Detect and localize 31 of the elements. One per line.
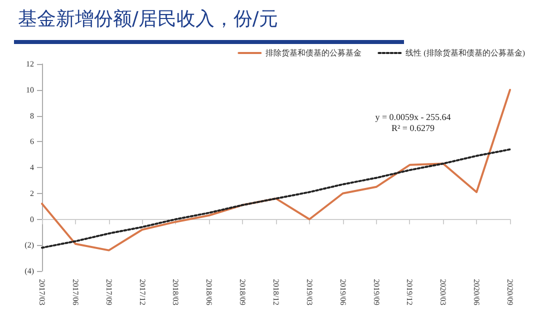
x-tick-label: 2019/12 bbox=[405, 279, 414, 306]
x-tick-label: 2020/09 bbox=[506, 279, 514, 306]
y-tick-label: 12 bbox=[26, 60, 34, 68]
x-tick-label: 2017/06 bbox=[70, 279, 80, 306]
y-tick-label: (4) bbox=[24, 266, 34, 276]
annotation: R² = 0.6279 bbox=[390, 123, 436, 133]
y-tick-label: 8 bbox=[30, 111, 34, 120]
x-tick-label: 2018/09 bbox=[238, 279, 248, 306]
x-tick-label: 2018/12 bbox=[272, 279, 280, 306]
y-tick-label: 10 bbox=[26, 85, 34, 94]
y-tick-label: 6 bbox=[30, 137, 34, 146]
x-tick-label: 2019/09 bbox=[372, 279, 381, 306]
x-tick-label: 2017/03 bbox=[38, 279, 46, 306]
x-tick-label: 2018/03 bbox=[171, 279, 180, 306]
x-tick-label: 2020/06 bbox=[472, 279, 482, 306]
x-tick-label: 2019/06 bbox=[338, 279, 348, 306]
chart-title: 基金新增份额/居民收入，份/元 bbox=[18, 7, 278, 32]
legend-label: 排除货基和债基的公募基金 bbox=[266, 48, 362, 58]
line-series bbox=[41, 148, 511, 249]
x-tick-label: 2017/12 bbox=[138, 279, 147, 306]
y-tick-label: 0 bbox=[30, 214, 34, 224]
x-tick-label: 2017/09 bbox=[104, 279, 114, 306]
legend-label: 线性 (排除货基和债基的公募基金) bbox=[406, 48, 526, 58]
x-tick-label: 2020/03 bbox=[438, 279, 448, 306]
annotation: y = 0.0059x - 255.64 bbox=[374, 112, 452, 122]
x-tick-label: 2018/06 bbox=[204, 279, 214, 306]
y-tick-label: 2 bbox=[30, 188, 34, 198]
line-series bbox=[41, 88, 511, 252]
y-tick-label: (2) bbox=[24, 240, 34, 250]
x-tick-label: 2019/03 bbox=[304, 279, 314, 306]
y-tick-label: 4 bbox=[30, 163, 34, 172]
